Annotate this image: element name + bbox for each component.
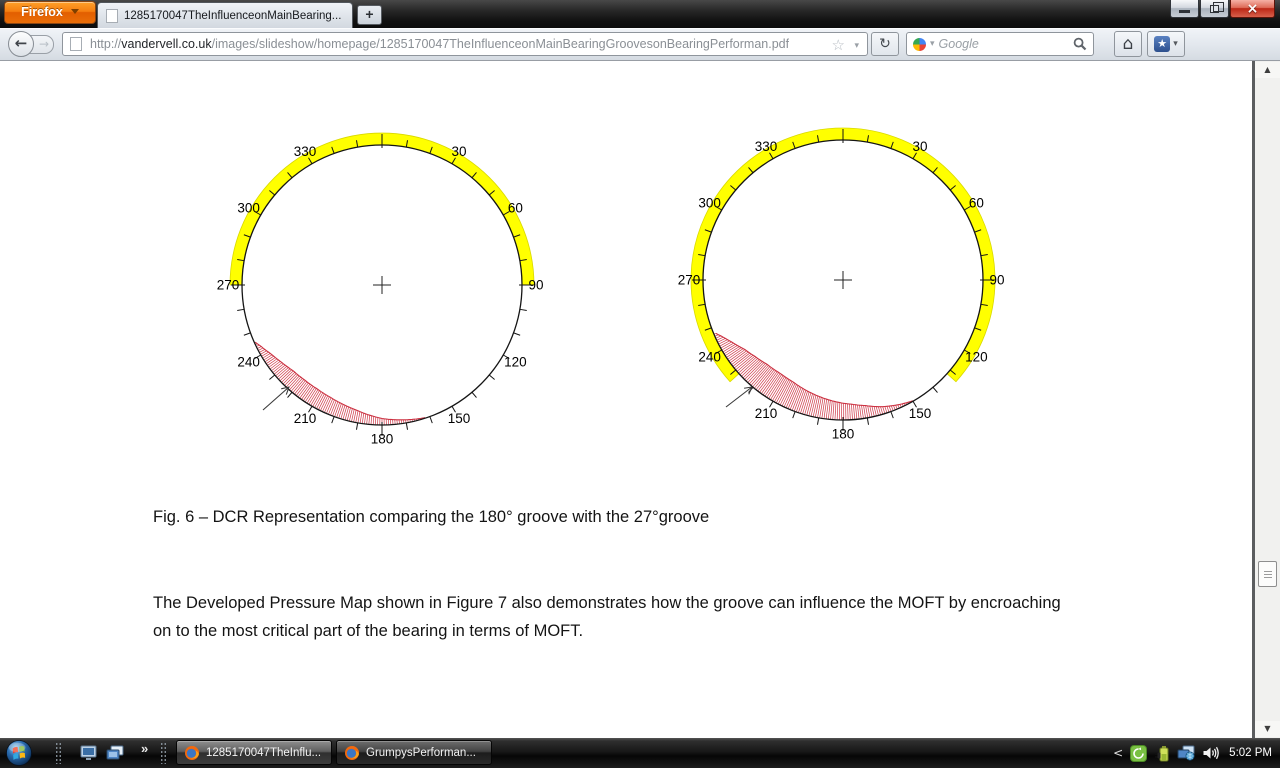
svg-text:270: 270 — [678, 273, 700, 288]
back-button[interactable]: ← — [8, 31, 34, 57]
tab-pdf-document[interactable]: 1285170047TheInfluenceonMainBearing... — [97, 2, 353, 28]
chevron-down-icon — [70, 9, 79, 14]
bookmarks-star-icon: ★ — [1154, 36, 1171, 52]
svg-text:240: 240 — [698, 350, 721, 365]
url-text: http://vandervell.co.uk/images/slideshow… — [90, 37, 789, 51]
vertical-scrollbar[interactable]: ▲ ▼ — [1255, 61, 1280, 738]
svg-text:60: 60 — [969, 196, 984, 211]
taskbar-button-grumpys[interactable]: GrumpysPerforman... — [336, 740, 492, 765]
taskbar-button-label: 1285170047TheInflu... — [206, 746, 322, 759]
tray-expand-chevron[interactable]: < — [1113, 746, 1124, 760]
forward-button[interactable]: → — [28, 35, 54, 54]
search-icon[interactable] — [1073, 37, 1087, 51]
svg-text:90: 90 — [528, 278, 543, 293]
taskband-handle[interactable] — [160, 742, 167, 764]
new-tab-button[interactable]: + — [357, 5, 382, 25]
svg-text:150: 150 — [909, 406, 932, 421]
restore-icon — [1210, 1, 1224, 13]
url-dropdown-icon[interactable]: ▾ — [854, 41, 859, 51]
pdf-page: 30 60 90 120 150 180 210 240 270 300 330 30 60 90 120… — [0, 62, 1280, 738]
switch-windows-icon[interactable] — [106, 745, 124, 761]
url-bar[interactable]: http://vandervell.co.uk/images/slideshow… — [62, 32, 868, 56]
url-scheme: http:// — [90, 37, 122, 51]
volume-tray-icon[interactable] — [1202, 745, 1220, 761]
search-input[interactable]: Google — [938, 37, 979, 51]
svg-text:90: 90 — [989, 273, 1004, 288]
firefox-icon — [345, 745, 360, 760]
google-logo-icon[interactable] — [913, 37, 926, 51]
svg-text:210: 210 — [294, 411, 317, 426]
taskbar-clock[interactable]: 5:02 PM — [1229, 747, 1272, 759]
bookmark-star-icon[interactable]: ☆ — [831, 36, 845, 54]
url-domain: vandervell.co.uk — [121, 37, 212, 51]
start-button[interactable] — [5, 739, 33, 767]
scrollbar-thumb[interactable] — [1258, 561, 1277, 587]
svg-text:180: 180 — [832, 427, 855, 442]
close-icon: × — [1246, 0, 1259, 17]
figure-caption: Fig. 6 – DCR Representation comparing th… — [153, 508, 710, 526]
system-tray: < 5:02 PM — [1113, 738, 1272, 768]
svg-text:300: 300 — [237, 201, 260, 216]
svg-text:210: 210 — [755, 406, 778, 421]
battery-power-tray-icon[interactable] — [1154, 745, 1170, 762]
svg-text:330: 330 — [755, 139, 778, 154]
bookmarks-dropdown-icon: ▾ — [1173, 39, 1178, 49]
taskbar-button-pdf[interactable]: 1285170047TheInflu... — [176, 740, 332, 765]
firefox-menu-label: Firefox — [21, 5, 63, 19]
taskbar-button-label: GrumpysPerforman... — [366, 746, 476, 759]
firefox-icon — [185, 745, 200, 760]
svg-text:60: 60 — [508, 201, 523, 216]
window-controls: × — [1169, 0, 1275, 18]
search-box[interactable]: ▾ Google — [906, 32, 1094, 56]
taskbar: » 1285170047TheInflu... GrumpysPerforman… — [0, 738, 1280, 768]
bookmarks-button[interactable]: ★ ▾ — [1147, 31, 1185, 57]
svg-text:30: 30 — [451, 144, 466, 159]
svg-text:120: 120 — [504, 355, 527, 370]
firefox-menu-button[interactable]: Firefox — [4, 1, 96, 24]
body-paragraph: The Developed Pressure Map shown in Figu… — [153, 594, 1061, 640]
minimize-icon — [1179, 10, 1190, 13]
site-identity-icon[interactable] — [70, 37, 82, 51]
svg-text:240: 240 — [237, 355, 260, 370]
svg-text:30: 30 — [912, 139, 927, 154]
svg-text:330: 330 — [294, 144, 317, 159]
titlebar: Firefox 1285170047TheInfluenceonMainBear… — [0, 0, 1280, 28]
sync-app-tray-icon[interactable] — [1130, 744, 1148, 762]
polar-diagram-27-groove: 30 60 90 120 150 180 210 240 270 300 330 — [678, 127, 1005, 442]
page-icon — [106, 8, 118, 23]
svg-text:180: 180 — [371, 432, 394, 447]
network-tray-icon[interactable] — [1177, 745, 1195, 761]
url-path: /images/slideshow/homepage/1285170047The… — [211, 37, 790, 51]
svg-text:270: 270 — [217, 278, 239, 293]
svg-text:150: 150 — [448, 411, 471, 426]
reload-button[interactable]: ↻ — [871, 32, 899, 56]
quick-launch-overflow-chevron[interactable]: » — [141, 741, 149, 756]
show-desktop-icon[interactable] — [80, 745, 98, 761]
content-scrollbar-divider — [1252, 61, 1255, 738]
minimize-button[interactable] — [1170, 0, 1199, 18]
search-engine-dropdown-icon[interactable]: ▾ — [930, 39, 935, 49]
scroll-up-button[interactable]: ▲ — [1255, 62, 1280, 78]
svg-text:120: 120 — [965, 350, 988, 365]
polar-diagram-180-groove: 30 60 90 120 150 180 210 240 270 300 330 — [217, 132, 544, 447]
navigation-toolbar: → ← http://vandervell.co.uk/images/slide… — [0, 28, 1280, 61]
scroll-down-button[interactable]: ▼ — [1255, 721, 1280, 737]
restore-button[interactable] — [1200, 0, 1229, 18]
home-button[interactable]: ⌂ — [1114, 31, 1142, 57]
close-button[interactable]: × — [1230, 0, 1275, 18]
tab-title: 1285170047TheInfluenceonMainBearing... — [124, 9, 342, 22]
quick-launch-handle[interactable] — [55, 742, 62, 764]
svg-text:300: 300 — [698, 196, 721, 211]
